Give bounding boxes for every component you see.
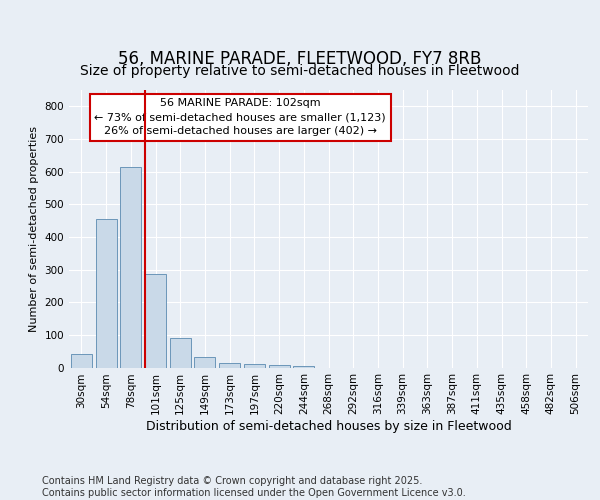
Text: 56 MARINE PARADE: 102sqm
← 73% of semi-detached houses are smaller (1,123)
26% o: 56 MARINE PARADE: 102sqm ← 73% of semi-d… xyxy=(94,98,386,136)
Y-axis label: Number of semi-detached properties: Number of semi-detached properties xyxy=(29,126,39,332)
Bar xyxy=(71,354,92,368)
Text: Size of property relative to semi-detached houses in Fleetwood: Size of property relative to semi-detach… xyxy=(80,64,520,78)
Bar xyxy=(219,362,240,368)
Text: 56, MARINE PARADE, FLEETWOOD, FY7 8RB: 56, MARINE PARADE, FLEETWOOD, FY7 8RB xyxy=(118,50,482,68)
Text: Contains HM Land Registry data © Crown copyright and database right 2025.
Contai: Contains HM Land Registry data © Crown c… xyxy=(42,476,466,498)
Bar xyxy=(95,219,116,368)
Bar xyxy=(293,366,314,368)
X-axis label: Distribution of semi-detached houses by size in Fleetwood: Distribution of semi-detached houses by … xyxy=(146,420,511,433)
Bar xyxy=(145,274,166,368)
Bar xyxy=(194,357,215,368)
Bar xyxy=(269,365,290,368)
Bar xyxy=(170,338,191,368)
Bar xyxy=(120,166,141,368)
Bar xyxy=(244,364,265,368)
